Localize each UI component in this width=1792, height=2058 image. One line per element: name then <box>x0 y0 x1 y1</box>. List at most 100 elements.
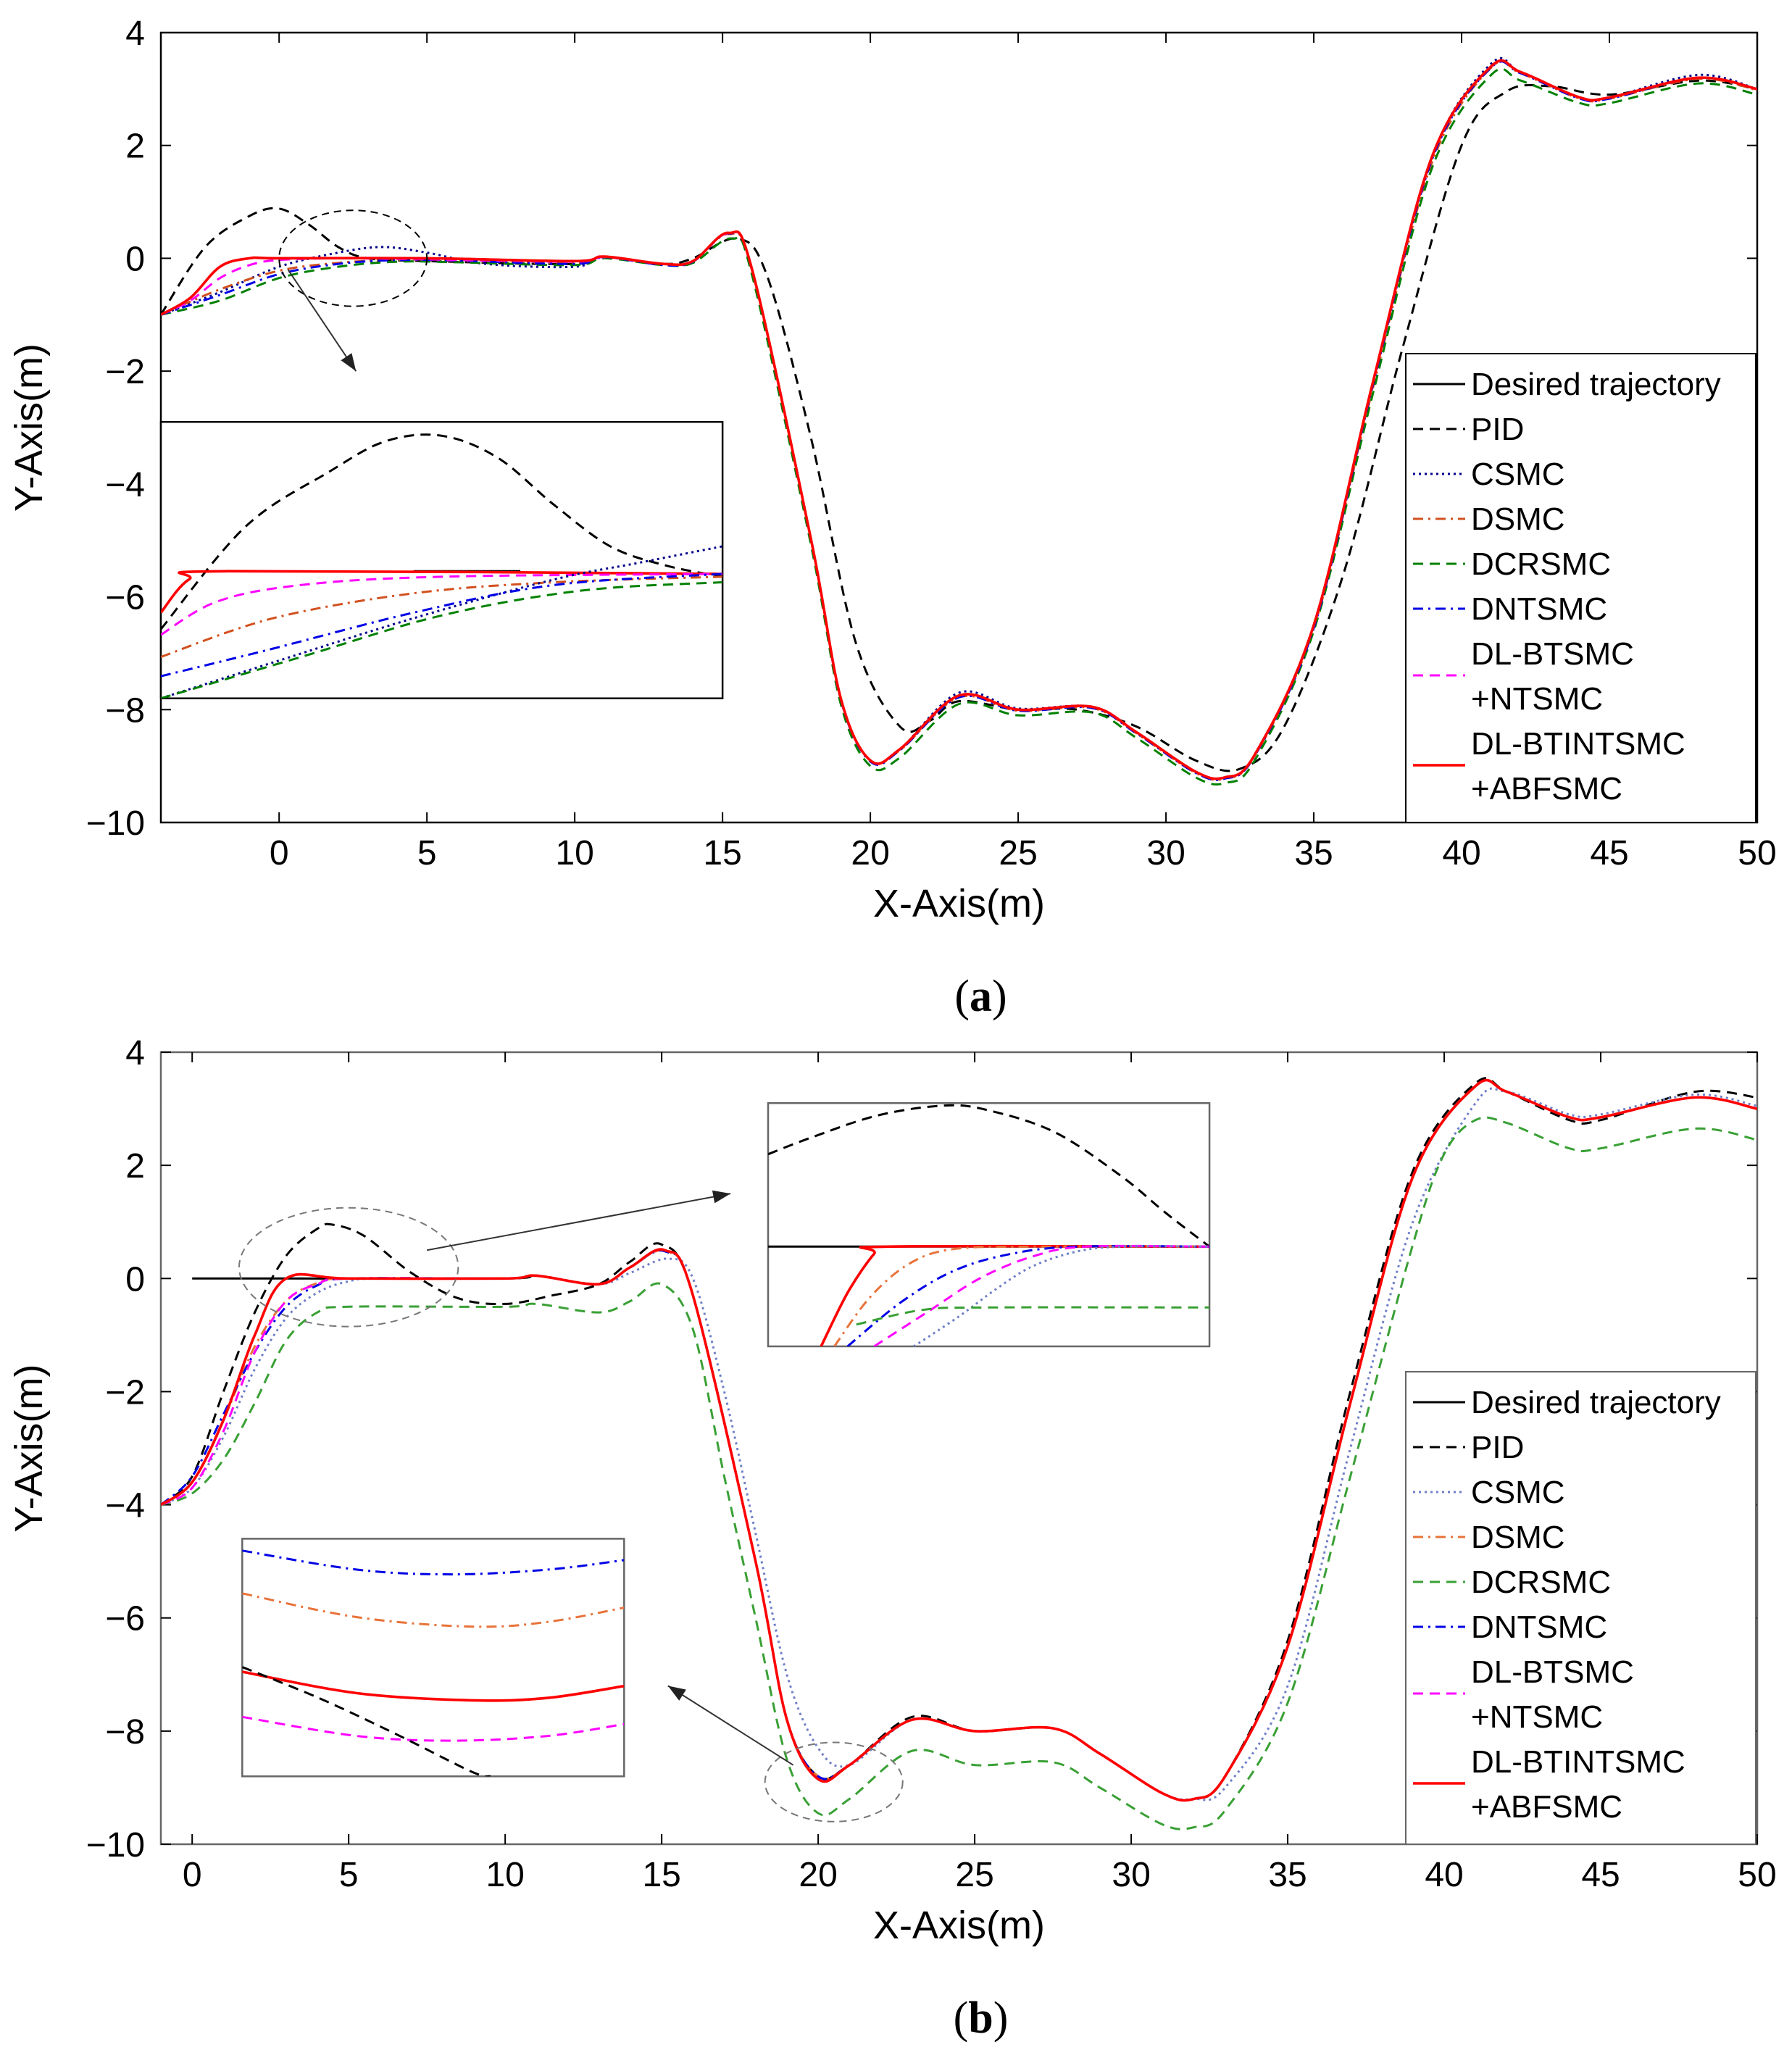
y-tick-label: −6 <box>105 579 145 617</box>
caption-letter: a <box>970 972 992 1021</box>
zoom-arrow-head <box>341 353 357 372</box>
y-tick-label: −2 <box>105 1373 145 1412</box>
zoom-ellipse <box>764 1741 904 1822</box>
x-tick-label: 45 <box>1590 834 1628 872</box>
x-tick-label: 10 <box>485 1856 524 1894</box>
panel-b: 0 5 10 15 20 25 30 35 40 45 50420−2−4−6−8−10X-Axis… <box>7 1034 1777 2043</box>
legend: Desired trajectory PID CSMC DSMC DCRSMC DNTSM… <box>1405 353 1756 823</box>
x-axis-label: X-Axis(m) <box>873 882 1045 925</box>
x-tick-label: 15 <box>703 834 741 872</box>
inset-2 <box>241 1538 625 1778</box>
y-tick-label: −8 <box>105 1713 145 1751</box>
zoom-arrow-line <box>667 1685 794 1766</box>
inset-frame <box>767 1102 1211 1348</box>
inset-1 <box>767 1102 1211 1348</box>
x-tick-label: 30 <box>1112 1856 1150 1894</box>
series-line-pid <box>161 1077 1757 1801</box>
inset-series-group <box>161 433 723 699</box>
y-tick-label: 2 <box>125 1147 145 1186</box>
legend-label-line2: +NTSMC <box>1471 681 1603 717</box>
inset-line-csmc_b <box>913 1245 1210 1346</box>
x-tick-label: 0 <box>270 834 289 872</box>
series-line-proposed <box>161 1078 1757 1802</box>
x-tick-label: 15 <box>642 1856 680 1894</box>
y-tick-label: −8 <box>105 691 145 730</box>
inset-line-pid <box>768 1104 1210 1248</box>
panel-caption: (b) <box>954 1994 1009 2043</box>
legend-label: Desired trajectory <box>1471 1385 1721 1420</box>
y-axis-label: Y-Axis(m) <box>7 1364 51 1532</box>
y-tick-label: 4 <box>125 1034 145 1072</box>
inset-line-dntsmc <box>242 1549 625 1576</box>
x-tick-label: 50 <box>1738 1856 1776 1894</box>
inset-line-dlbt <box>873 1244 1210 1346</box>
legend-label: DSMC <box>1471 1520 1565 1555</box>
x-tick-label: 25 <box>955 1856 993 1894</box>
panel-a: 0 5 10 15 20 25 30 35 40 45 50420−2−4−6−8−10X-Axis… <box>7 14 1777 1021</box>
inset-line-pid <box>161 433 723 630</box>
series-group <box>161 57 1757 786</box>
series-line-proposed <box>161 59 1757 780</box>
x-tick-label: 20 <box>851 834 889 872</box>
inset-series-group <box>242 1549 625 1777</box>
y-tick-label: −4 <box>105 1487 145 1525</box>
x-tick-label: 20 <box>799 1856 837 1894</box>
legend: Desired trajectory PID CSMC DSMC DCRSMC DNTSM… <box>1405 1371 1756 1845</box>
inset-frame <box>241 1538 625 1778</box>
inset-frame <box>159 420 724 699</box>
y-tick-label: 2 <box>125 128 145 166</box>
inset-line-pid <box>242 1666 491 1777</box>
zoom-arrow-line <box>426 1193 731 1251</box>
legend-label: DCRSMC <box>1471 1565 1611 1600</box>
x-tick-label: 35 <box>1268 1856 1307 1894</box>
inset-line-dcrsmc <box>161 581 723 699</box>
inset-line-dlbt <box>242 1715 625 1742</box>
legend-label: DCRSMC <box>1471 546 1611 582</box>
x-tick-label: 35 <box>1294 834 1333 872</box>
x-tick-label: 30 <box>1146 834 1185 872</box>
inset-1 <box>159 420 724 699</box>
y-axis-label: Y-Axis(m) <box>7 343 51 512</box>
y-tick-label: −10 <box>86 1826 145 1865</box>
series-group <box>161 1077 1757 1830</box>
legend-label: DL-BTINTSMC <box>1471 726 1685 762</box>
y-tick-label: 4 <box>125 14 145 53</box>
caption-close: ) <box>993 1994 1009 2043</box>
caption-open: ( <box>954 972 970 1021</box>
legend-label: Desired trajectory <box>1471 367 1721 402</box>
legend-label: DL-BTSMC <box>1471 636 1634 672</box>
series-line-dcrsmc <box>161 67 1757 786</box>
legend-label: CSMC <box>1471 1475 1565 1510</box>
x-tick-label: 10 <box>555 834 593 872</box>
y-tick-label: 0 <box>125 1260 145 1299</box>
legend-label: DNTSMC <box>1471 591 1607 627</box>
x-tick-label: 40 <box>1425 1856 1463 1894</box>
legend-label: DNTSMC <box>1471 1609 1607 1645</box>
inset-line-dsmc_b <box>242 1592 625 1628</box>
legend-label: PID <box>1471 412 1524 447</box>
y-tick-label: −10 <box>86 804 145 843</box>
inset-line-proposed <box>242 1670 625 1702</box>
legend-label: PID <box>1471 1430 1524 1465</box>
x-tick-label: 0 <box>183 1856 202 1894</box>
x-tick-label: 5 <box>417 834 437 872</box>
legend-label-line2: +ABFSMC <box>1471 771 1622 807</box>
plot-frame <box>159 1051 1759 1846</box>
legend-box <box>1405 1371 1756 1845</box>
x-tick-label: 40 <box>1442 834 1480 872</box>
legend-label: DL-BTSMC <box>1471 1654 1634 1690</box>
x-tick-label: 25 <box>999 834 1037 872</box>
legend-label: CSMC <box>1471 457 1565 492</box>
caption-open: ( <box>954 1994 969 2043</box>
x-axis-label: X-Axis(m) <box>873 1904 1045 1947</box>
inset-line-dcrsmc_b <box>856 1306 1210 1326</box>
legend-label-line2: +NTSMC <box>1471 1699 1603 1735</box>
inset-line-proposed <box>161 570 723 614</box>
y-tick-label: −6 <box>105 1600 145 1638</box>
zoom-ellipse <box>238 1207 459 1328</box>
caption-letter: b <box>968 1994 993 2043</box>
x-tick-label: 45 <box>1581 1856 1620 1894</box>
panel-caption: (a) <box>954 972 1007 1021</box>
zoom-arrow-head <box>667 1686 686 1701</box>
